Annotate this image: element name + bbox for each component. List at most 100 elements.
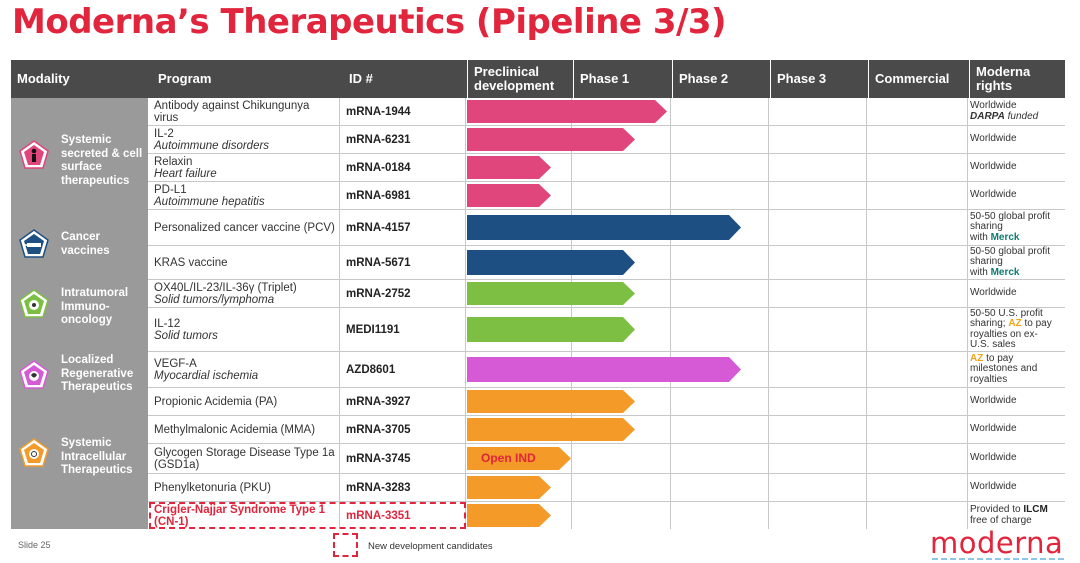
new-candidate-outline [149,502,466,529]
program-cell: OX40L/IL-23/IL-36γ (Triplet) Solid tumor… [148,280,340,307]
rights-text: with Merck [970,266,1063,279]
header-rights-line1: Moderna [976,64,1031,79]
phase-bar [467,317,635,342]
program-name: Glycogen Storage Disease Type 1a (GSD1a) [154,446,335,471]
rights-cell: Worldwide [970,154,1063,181]
id-cell [339,182,466,209]
rights-text: Provided to ILCM [970,504,1063,516]
program-name: Personalized cancer vaccine (PCV) [154,221,335,234]
rights-cell: Worldwide [970,444,1063,473]
rights-text: milestones and [970,363,1038,375]
phase2-cell [670,502,769,529]
phase2-cell [670,98,769,125]
modality-label: Localized Regenerative Therapeutics [61,354,133,395]
modality-label: Systemic secreted & cell surface therape… [61,134,142,188]
phase-bar [467,476,551,499]
phase2-cell [670,280,769,307]
commercial-cell [866,246,968,279]
header-commercial: Commercial [868,60,967,98]
modality-label-line: surface [61,161,102,173]
phase2-cell [670,444,769,473]
rights-text: Provided to [970,504,1024,515]
header-id: ID # [349,71,373,86]
legend-label: New development candidates [368,541,493,552]
rights-text: Worldwide [970,161,1017,173]
id-cell [339,154,466,181]
header-program: Program [158,71,212,86]
commercial-cell [866,182,968,209]
modality-label-line: Intracellular [61,450,127,463]
program-cell: KRAS vaccine [148,246,340,279]
modality-label-line: Cancer [61,231,100,243]
id-cell [339,280,466,307]
id-cell [339,416,466,443]
rights-text: Worldwide [970,452,1017,464]
phase2-cell [670,154,769,181]
header-rights-line2: rights [976,78,1013,93]
commercial-cell [866,444,968,473]
program-id: mRNA-3283 [346,481,411,494]
id-cell [339,210,466,245]
phase1-cell [571,502,671,529]
program-id: mRNA-6981 [346,189,411,202]
person-icon [19,140,49,169]
header-preclinical-line2: development [474,78,555,93]
modality-label: Systemic Intracellular Therapeutics [61,437,133,478]
phase2-cell [670,388,769,415]
table-row: PD-L1 Autoimmune hepatitis mRNA-6981 Wor… [148,182,1065,210]
modality-intracellular: Systemic Intracellular Therapeutics [11,406,148,529]
modality-cancer-vaccines: Cancer vaccines [11,209,148,279]
phase1-cell [571,98,671,125]
phase-bar [467,447,571,470]
modality-label-line: Therapeutics [61,381,133,393]
program-name: IL-12 [154,317,181,330]
title-underline-dashes [12,46,1070,50]
rights-text: U.S. sales [970,339,1016,350]
phase-bar [467,215,741,240]
preclinical-cell [465,444,572,473]
commercial-cell [866,280,968,307]
program-cell: Glycogen Storage Disease Type 1a (GSD1a) [148,444,340,473]
id-cell [339,474,466,501]
rights-cell: Worldwide [970,474,1063,501]
rights-text: royalties on ex- [970,328,1038,340]
header-preclinical: Preclinical development [467,60,574,98]
modality-label: Cancer vaccines [61,231,110,258]
phase1-cell [571,126,671,153]
program-name: KRAS vaccine [154,256,228,269]
phase3-cell [768,126,867,153]
program-name: Crigler-Najjar Syndrome Type 1 (CN-1) [154,503,326,528]
phase3-cell [768,388,867,415]
preclinical-cell [465,182,572,209]
program-name: Phenylketonuria (PKU) [154,481,271,494]
rights-text: with [970,266,991,278]
modality-label-line: secreted & cell [61,147,143,160]
modality-label-line: Therapeutics [61,464,133,476]
page-title: Moderna’s Therapeutics (Pipeline 3/3) [12,2,727,42]
program-id: mRNA-3927 [346,395,411,408]
rights-text: DARPA funded [970,111,1063,123]
program-name: PD-L1 [154,183,187,196]
rights-cell: AZ to pay milestones and royalties [970,352,1063,387]
program-id: mRNA-2752 [346,287,411,300]
table-row: Crigler-Najjar Syndrome Type 1 (CN-1) mR… [148,502,1065,529]
modality-label-line: therapeutics [61,174,130,187]
phase-bar [467,418,635,441]
program-id: mRNA-5671 [346,256,411,269]
commercial-cell [866,210,968,245]
commercial-cell [866,502,968,529]
phase1-cell [571,182,671,209]
rights-partner: Merck [990,266,1020,278]
phase3-cell [768,416,867,443]
commercial-cell [866,98,968,125]
rights-text: to pay [1021,318,1052,329]
rights-text: Worldwide [970,423,1017,435]
rights-text: with [970,231,991,243]
rights-cell: Worldwide DARPA funded [970,98,1063,125]
phase1-cell [571,280,671,307]
rights-partner: Merck [990,231,1020,243]
phase-bar [467,357,741,382]
rights-text: to pay [983,352,1014,364]
phase2-cell [670,126,769,153]
program-cell: Relaxin Heart failure [148,154,340,181]
